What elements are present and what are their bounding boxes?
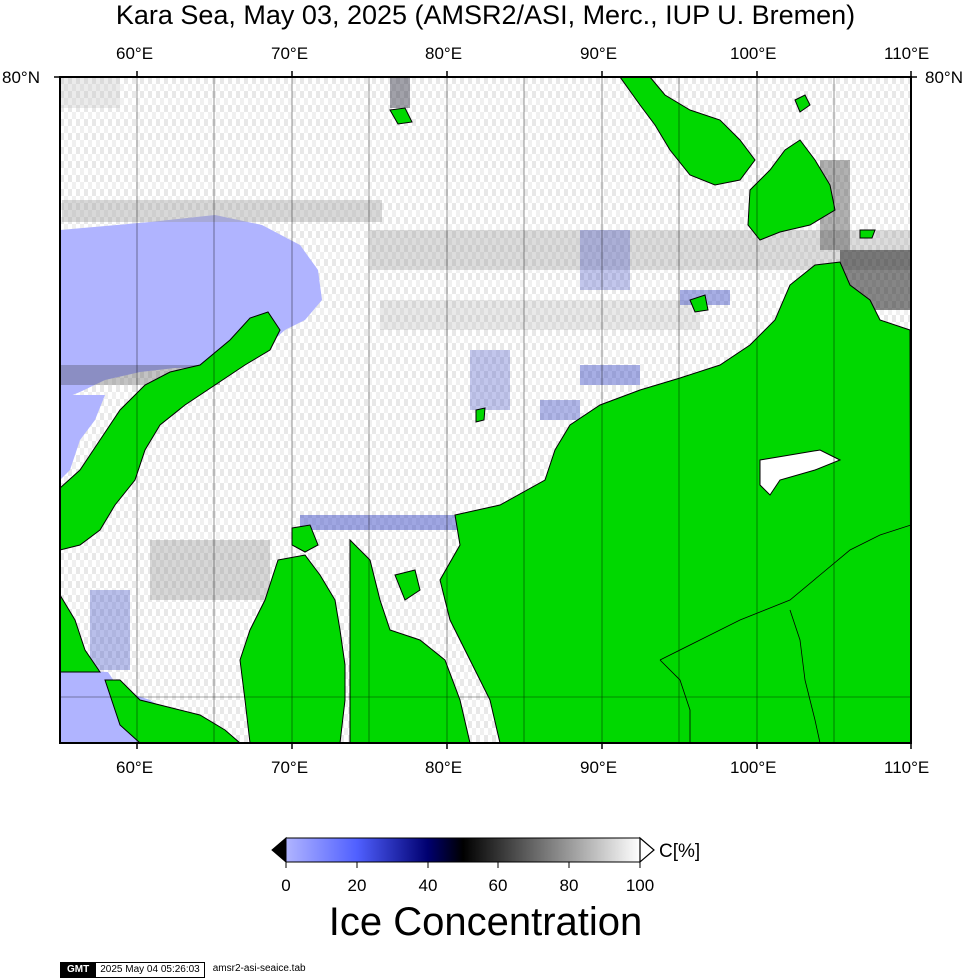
land-severnaya-zemlya-2 [747,139,836,241]
open-water-pechora [60,395,105,480]
land-lines [659,524,911,743]
top-tick-90e: 90°E [580,44,618,63]
footer: GMT 2025 May 04 05:26:03 amsr2-asi-seaice.… [60,962,306,978]
graticule [60,77,911,743]
ice-texture [60,78,910,670]
land-small-3 [475,407,486,423]
bottom-tick-100e: 100°E [730,758,777,777]
colorbar [271,836,655,868]
land-gydan-2 [394,569,421,601]
land-taymyr-bay [759,449,842,496]
right-lat-label: 80°N [925,68,963,87]
colorbar-tick-40: 40 [418,876,438,895]
top-tick-100e: 100°E [730,44,777,63]
gmt-logo: GMT [60,962,97,978]
map-frame [59,76,912,744]
colorbar-tick-0: 0 [281,876,291,895]
top-tick-80e: 80°E [425,44,463,63]
land-vaygach [60,594,101,673]
bottom-tick-70e: 70°E [271,758,309,777]
land-ushakov [389,107,413,125]
timestamp: 2025 May 04 05:26:03 [95,962,205,978]
colorbar-tick-80: 80 [559,876,579,895]
colorbar-tick-60: 60 [488,876,508,895]
land-small-2 [859,229,876,239]
land [60,77,911,743]
left-lat-label: 80°N [2,68,40,87]
top-tick-70e: 70°E [271,44,309,63]
colorbar-low-arrow [271,836,287,864]
frame-ticks [54,71,917,749]
bottom-tick-80e: 80°E [425,758,463,777]
colorbar-unit: C[%] [659,841,701,862]
colorbar-title: Ice Concentration [328,900,643,944]
colorbar-high-arrow [639,836,655,864]
bottom-tick-110e: 110°E [884,758,930,777]
bottom-tick-60e: 60°E [116,758,154,777]
colorbar-tick-100: 100 [625,876,655,895]
colorbar-tick-20: 20 [347,876,367,895]
open-water-barents [60,215,322,400]
land-yamal-west [104,679,241,743]
land-taymyr [439,261,911,743]
land-small-1 [689,294,709,313]
land-severnaya-zemlya-3 [794,94,811,113]
land-severnaya-zemlya-1 [619,77,756,186]
land-yamal [239,554,346,743]
bottom-tick-90e: 90°E [580,758,618,777]
land-novaya-zemlya [60,311,281,551]
top-tick-60e: 60°E [116,44,154,63]
source-file: amsr2-asi-seaice.tab [212,963,306,974]
land-gydan [349,538,471,743]
colorbar-gradient [285,837,641,863]
top-tick-110e: 110°E [884,44,930,63]
map-title: Kara Sea, May 03, 2025 (AMSR2/ASI, Merc.… [115,0,856,30]
